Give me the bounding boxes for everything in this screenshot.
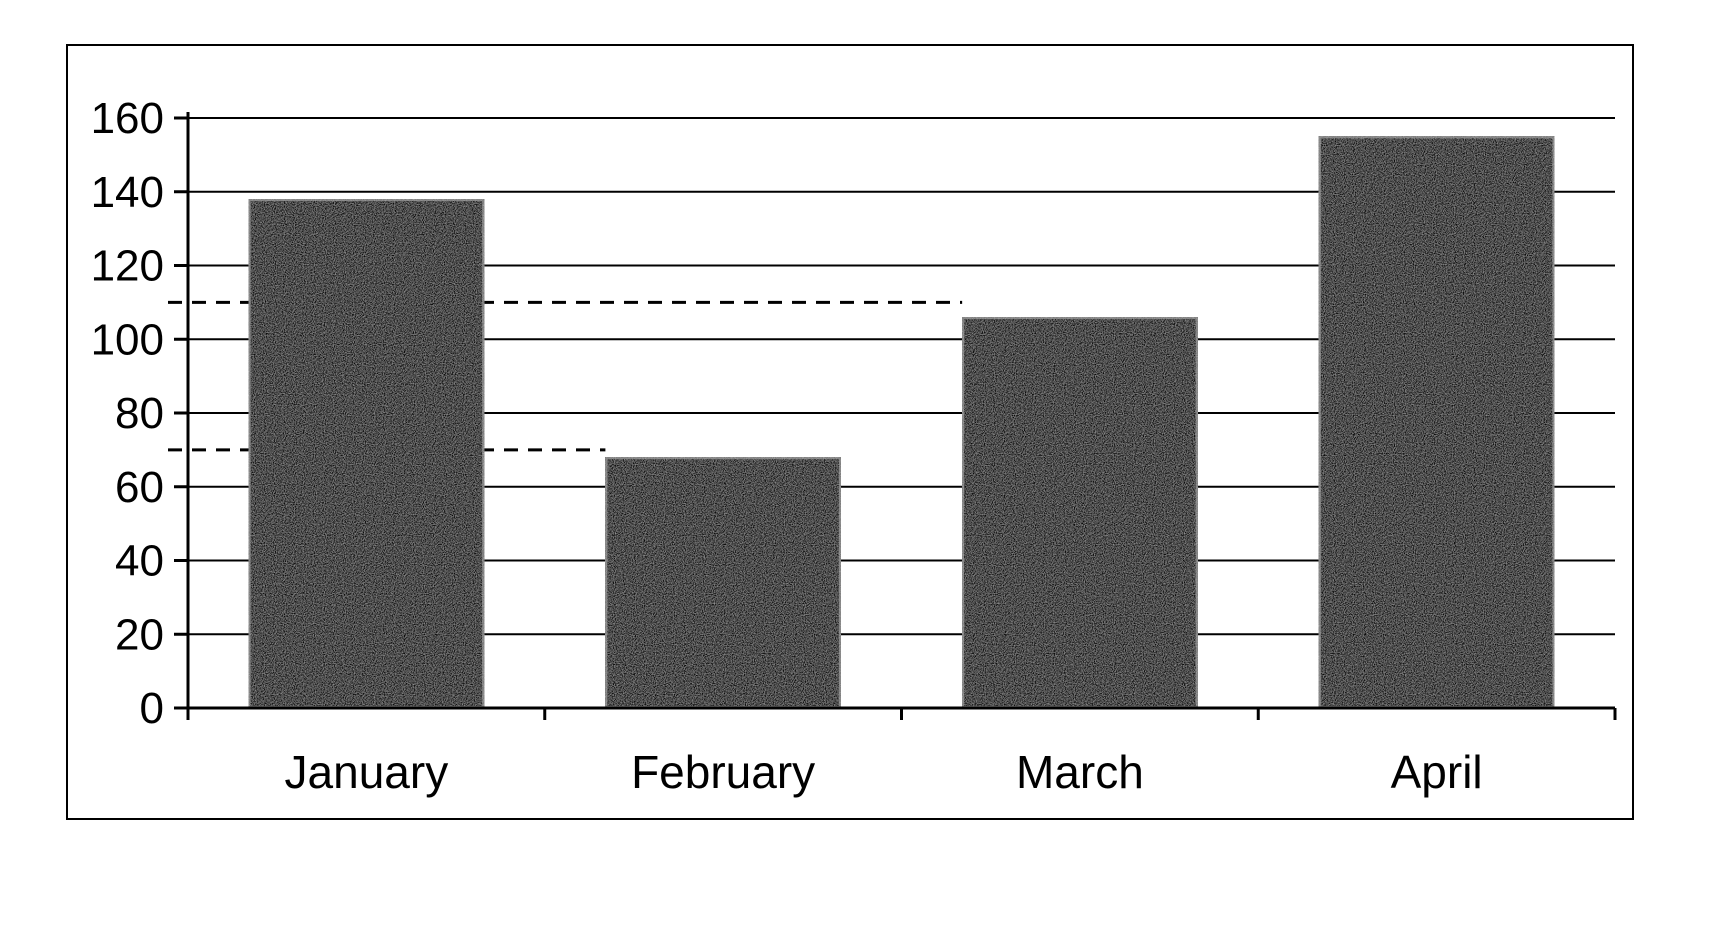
y-tick-label: 40	[115, 537, 164, 586]
bar-february	[603, 455, 843, 710]
axes	[174, 112, 1617, 720]
y-tick-label: 160	[91, 94, 164, 143]
y-tick-label: 120	[91, 242, 164, 291]
bar-march	[960, 315, 1200, 710]
category-labels: January February March April	[285, 746, 1483, 798]
bar-april	[1316, 134, 1557, 710]
bar-january	[246, 197, 487, 710]
y-tick-labels: 0 20 40 60 80 100 120 140 160	[91, 94, 164, 733]
category-label-april: April	[1391, 746, 1483, 798]
bars	[246, 134, 1557, 710]
y-tick-label: 100	[91, 315, 164, 364]
y-tick-label: 0	[140, 684, 164, 733]
y-tick-label: 80	[115, 389, 164, 438]
category-label-march: March	[1016, 746, 1144, 798]
y-tick-label: 60	[115, 463, 164, 512]
y-tick-label: 20	[115, 610, 164, 659]
category-label-february: February	[631, 746, 815, 798]
category-label-january: January	[285, 746, 449, 798]
y-tick-label: 140	[91, 168, 164, 217]
